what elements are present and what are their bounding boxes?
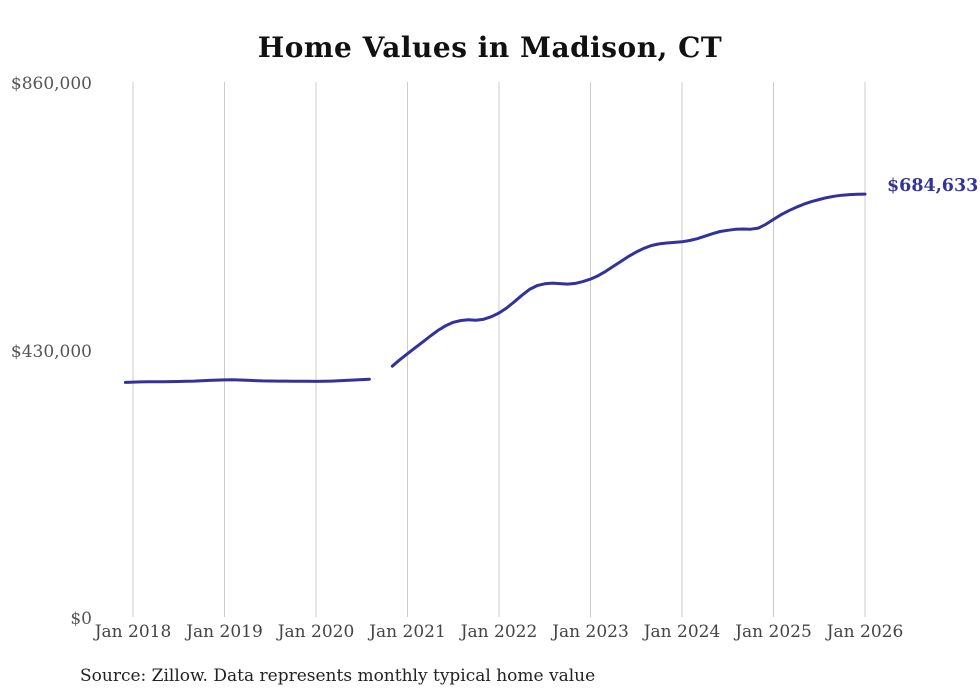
y-tick-label: $430,000 [10,341,92,362]
chart-title: Home Values in Madison, CT [257,31,723,64]
x-tick-label: Jan 2024 [643,622,721,642]
home-value-line [123,377,371,384]
x-tick-label: Jan 2023 [552,622,629,642]
x-tick-label: Jan 2026 [826,622,904,642]
home-value-line [390,192,867,368]
x-tick-label: Jan 2019 [186,622,263,642]
y-tick-label: $860,000 [10,74,92,94]
x-tick-label: Jan 2021 [369,622,446,642]
x-tick-label: Jan 2025 [735,622,812,642]
latest-value-label: $684,633 [887,176,979,197]
y-tick-label: $0 [70,609,92,629]
x-tick-label: Jan 2020 [277,622,355,642]
x-tick-label: Jan 2018 [94,622,172,642]
x-tick-label: Jan 2022 [460,622,538,642]
source-note: Source: Zillow. Data represents monthly … [80,666,596,686]
